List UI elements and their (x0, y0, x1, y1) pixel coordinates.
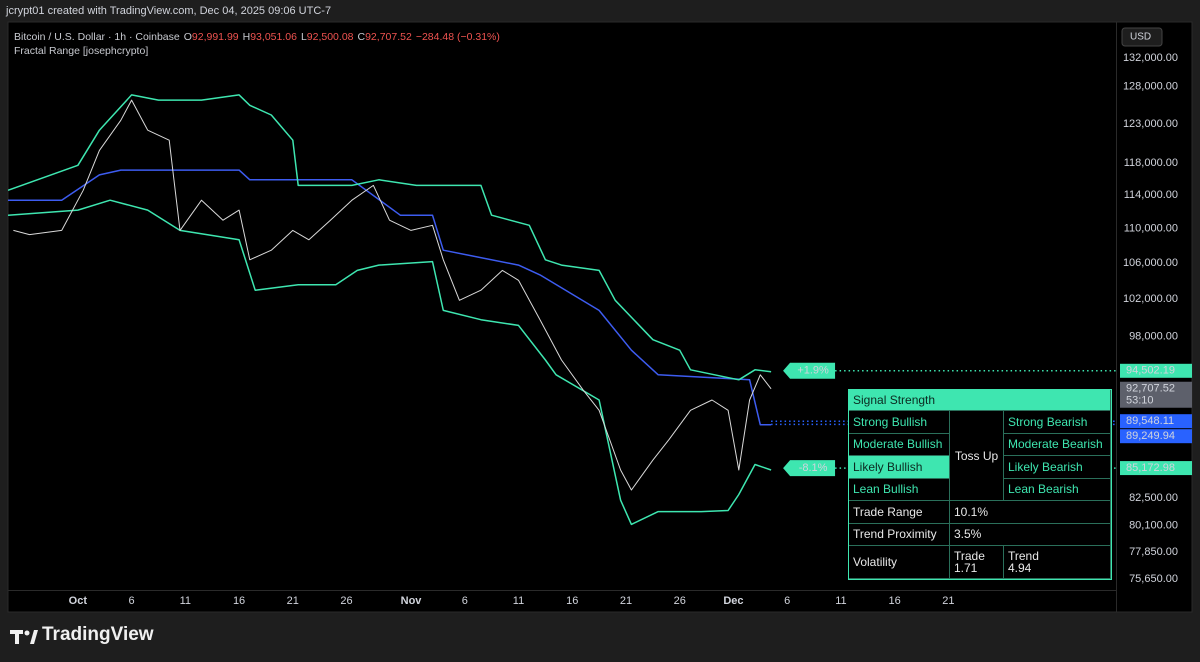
table-cell: Moderate Bearish (1004, 433, 1111, 456)
table-cell: Likely Bullish (849, 456, 950, 479)
price-tag (1120, 381, 1192, 408)
price-tag-label: 89,548.11 (1126, 415, 1174, 427)
price-tag-label: 89,249.94 (1126, 430, 1175, 442)
table-cell: 3.5% (950, 523, 1111, 546)
change: −284.48 (−0.31%) (415, 31, 500, 43)
y-tick-label: 114,000.00 (1124, 189, 1178, 201)
price-tag (1120, 363, 1192, 378)
note-box (783, 460, 836, 477)
price-tag-label: 85,172.98 (1126, 462, 1175, 474)
y-tick-label: 132,000.00 (1123, 52, 1178, 64)
x-tick-label: 16 (889, 595, 901, 607)
y-tick-label: 80,100.00 (1129, 519, 1178, 531)
x-tick-label: 21 (620, 595, 632, 607)
y-tick-label: 106,000.00 (1123, 257, 1178, 269)
table-cell: Strong Bearish (1004, 411, 1111, 434)
note-label: -8.1% (799, 462, 828, 474)
table-cell: Volatility (849, 546, 950, 579)
note-label: +1.9% (797, 365, 829, 377)
ohlc-value: 92,500.08 (306, 31, 354, 43)
x-tick-label: Oct (69, 595, 88, 607)
y-tick-label: 128,000.00 (1123, 81, 1178, 93)
note-box (783, 362, 836, 379)
volatility-trend: Trend 4.94 (1004, 546, 1111, 579)
x-tick-label: 16 (233, 595, 245, 607)
y-tick-label: 82,500.00 (1129, 492, 1178, 504)
x-tick-label: 6 (129, 595, 135, 607)
ohlc: O92,991.99 H93,051.06 L92,500.08 C92,707.52 (180, 31, 412, 43)
y-tick-label: 118,000.00 (1124, 157, 1178, 169)
ohlc-key: L (300, 31, 307, 43)
x-tick-label: Dec (723, 595, 743, 607)
x-tick-label: 26 (674, 595, 686, 607)
table-cell: Likely Bearish (1004, 456, 1111, 479)
volatility-trade: Trade 1.71 (950, 546, 1004, 579)
logo-icon (10, 630, 38, 644)
volatility-trade-label: Trade (954, 549, 985, 563)
ohlc-key: O (183, 31, 192, 43)
volatility-trade-value: 1.71 (954, 561, 978, 575)
table-cell: Signal Strength (849, 390, 1111, 411)
logo-part (30, 630, 38, 644)
indicator: Fractal Range [josephcrypto] (14, 45, 149, 57)
y-tick-label: 75,650.00 (1129, 573, 1178, 585)
table-cell: Trend Proximity (849, 523, 950, 546)
x-tick-label: Nov (401, 595, 423, 607)
brand: TradingView (42, 624, 154, 645)
x-tick-label: 21 (287, 595, 299, 607)
y-tick-label: 102,000.00 (1123, 293, 1178, 305)
table-cell: Moderate Bullish (849, 433, 950, 456)
header: jcrypt01 created with TradingView.com, D… (6, 5, 332, 17)
series-line (8, 94, 772, 381)
table-cell: 10.1% (950, 501, 1111, 524)
signal-table: Signal Strength Strong Bullish Moderate Bu… (848, 389, 1112, 580)
volatility-trend-value: 4.94 (1008, 561, 1032, 575)
x-tick-label: 26 (340, 595, 352, 607)
series-line (8, 169, 772, 426)
price-tag (1120, 429, 1192, 444)
price-tag-label: 92,707.52 (1126, 383, 1175, 395)
logo-part (15, 630, 19, 644)
plot (8, 94, 772, 526)
volatility-trend-label: Trend (1008, 549, 1039, 563)
x-tick-label: 21 (942, 595, 954, 607)
table-cell: Strong Bullish (849, 411, 950, 434)
price-tag (1120, 414, 1192, 429)
price-tag (1120, 461, 1192, 476)
ohlc-value: 92,991.99 (191, 31, 239, 43)
x-tick-label: 16 (566, 595, 578, 607)
series-line (13, 99, 772, 491)
logo-part (24, 630, 30, 636)
ohlc-key: C (357, 31, 366, 43)
table-cell: Toss Up (950, 411, 1004, 501)
symbol: Bitcoin / U.S. Dollar · 1h · Coinbase (14, 31, 180, 43)
x-tick-label: 6 (784, 595, 790, 607)
table-cell: Trade Range (849, 501, 950, 524)
ohlc-value: 92,707.52 (365, 31, 412, 43)
y-tick-label: 98,000.00 (1129, 331, 1178, 343)
table-cell: Lean Bullish (849, 478, 950, 501)
ohlc-value: 93,051.06 (250, 31, 297, 43)
legend-row: Bitcoin / U.S. Dollar · 1h · Coinbase O92… (14, 30, 500, 44)
price-tag-label: 94,502.19 (1126, 365, 1175, 377)
legend: Bitcoin / U.S. Dollar · 1h · Coinbase O92… (14, 30, 500, 58)
ohlc-key: H (242, 31, 251, 43)
x-tick-label: 11 (835, 595, 846, 607)
y-tick-label: 110,000.00 (1124, 223, 1178, 235)
price-tag-sub: 53:10 (1126, 395, 1154, 407)
y-tick-label: 77,850.00 (1129, 546, 1178, 558)
series-line (8, 199, 772, 526)
y-tick-label: 123,000.00 (1123, 118, 1178, 130)
currency[interactable]: USD (1130, 32, 1151, 43)
table-cell: Lean Bearish (1004, 478, 1111, 501)
x-tick-label: 6 (462, 595, 468, 607)
x-tick-label: 11 (513, 595, 524, 607)
currency-button[interactable] (1121, 27, 1163, 47)
x-tick-label: 11 (180, 595, 191, 607)
